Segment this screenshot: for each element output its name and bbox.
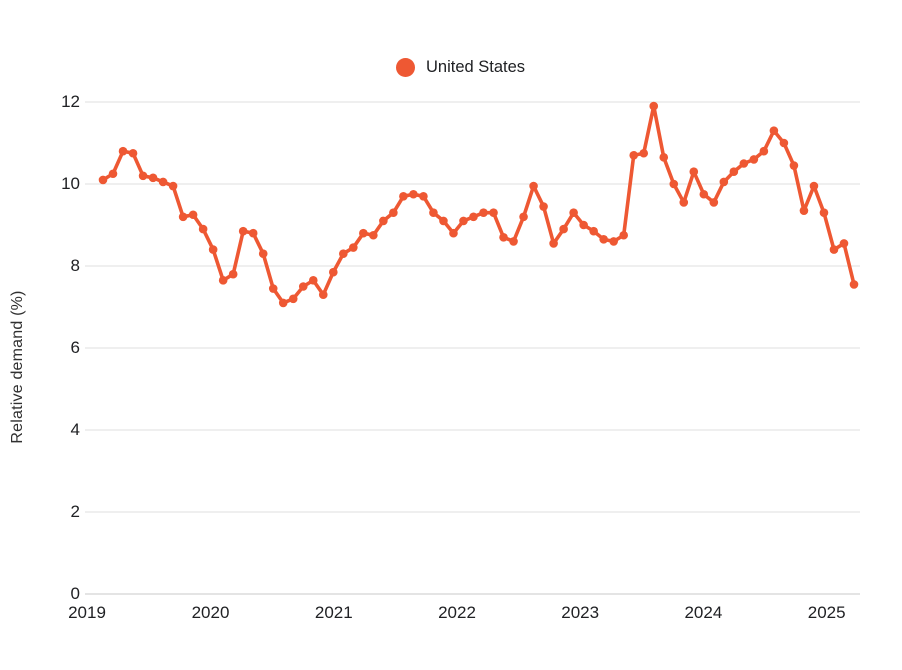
data-point[interactable] <box>489 208 498 217</box>
data-point[interactable] <box>238 226 248 236</box>
data-point[interactable] <box>288 294 298 304</box>
data-point[interactable] <box>719 177 729 187</box>
data-point[interactable] <box>609 237 618 246</box>
data-point[interactable] <box>679 198 689 207</box>
data-point[interactable] <box>278 298 288 308</box>
data-point[interactable] <box>138 171 148 181</box>
data-point[interactable] <box>619 230 628 240</box>
data-point[interactable] <box>108 169 118 179</box>
data-point[interactable] <box>389 208 398 217</box>
data-point[interactable] <box>148 173 158 183</box>
legend: United States <box>396 58 525 77</box>
gridlines <box>85 101 860 595</box>
data-point[interactable] <box>579 220 588 230</box>
y-tick-label: 12 <box>61 92 80 111</box>
data-point[interactable] <box>519 212 528 222</box>
data-point[interactable] <box>399 192 408 201</box>
data-point[interactable] <box>559 224 568 234</box>
data-point[interactable] <box>379 216 388 226</box>
data-point[interactable] <box>198 224 208 234</box>
data-point[interactable] <box>629 151 639 160</box>
data-point[interactable] <box>329 267 338 277</box>
data-point[interactable] <box>168 181 178 191</box>
data-point[interactable] <box>589 226 598 236</box>
x-tick-label: 2024 <box>684 603 723 622</box>
data-point[interactable] <box>369 230 378 240</box>
data-point[interactable] <box>268 284 278 293</box>
x-tick-label: 2019 <box>68 603 106 622</box>
data-point[interactable] <box>789 161 799 170</box>
data-point[interactable] <box>469 212 478 222</box>
data-point[interactable] <box>449 228 458 238</box>
data-point[interactable] <box>419 192 428 201</box>
data-point[interactable] <box>318 290 328 300</box>
data-point[interactable] <box>699 189 709 199</box>
data-point[interactable] <box>479 208 488 217</box>
data-point[interactable] <box>839 239 849 248</box>
y-axis-title: Relative demand (%) <box>9 290 26 444</box>
x-tick-label: 2020 <box>191 603 230 622</box>
data-point[interactable] <box>529 181 538 191</box>
data-point[interactable] <box>188 210 198 220</box>
data-point[interactable] <box>539 202 548 211</box>
data-point[interactable] <box>128 148 138 158</box>
data-point[interactable] <box>769 126 779 135</box>
x-tick-label: 2025 <box>807 603 846 622</box>
data-point[interactable] <box>178 212 188 222</box>
legend-label: United States <box>426 58 526 76</box>
y-tick-label: 8 <box>70 256 80 275</box>
data-point[interactable] <box>659 153 669 162</box>
data-point[interactable] <box>248 228 258 238</box>
data-point[interactable] <box>599 235 608 244</box>
y-tick-label: 4 <box>70 420 80 439</box>
legend-marker-icon <box>396 58 415 77</box>
data-point[interactable] <box>639 148 649 158</box>
x-tick-label: 2022 <box>438 603 476 622</box>
data-point[interactable] <box>228 269 238 279</box>
data-point[interactable] <box>499 233 508 242</box>
x-tick-label: 2021 <box>314 603 353 622</box>
data-point[interactable] <box>258 249 268 258</box>
data-point[interactable] <box>829 245 839 254</box>
x-tick-label: 2023 <box>561 603 600 622</box>
data-point[interactable] <box>649 101 659 111</box>
data-point[interactable] <box>739 159 749 168</box>
data-point[interactable] <box>819 208 829 217</box>
data-point[interactable] <box>779 138 789 148</box>
y-tick-label: 6 <box>70 338 80 357</box>
data-point[interactable] <box>569 208 578 217</box>
data-point[interactable] <box>118 146 128 156</box>
data-point[interactable] <box>359 228 368 238</box>
data-point[interactable] <box>849 280 859 289</box>
data-point[interactable] <box>799 206 809 215</box>
data-point[interactable] <box>429 208 438 217</box>
series-united-states[interactable] <box>98 101 859 308</box>
data-point[interactable] <box>759 146 769 156</box>
data-point[interactable] <box>709 198 719 207</box>
data-point[interactable] <box>298 282 308 291</box>
data-point[interactable] <box>208 245 218 254</box>
data-point[interactable] <box>439 216 448 226</box>
data-point[interactable] <box>809 181 819 191</box>
data-point[interactable] <box>98 175 108 185</box>
data-point[interactable] <box>729 167 739 176</box>
data-point[interactable] <box>509 237 518 246</box>
data-point[interactable] <box>549 239 558 248</box>
data-point[interactable] <box>689 167 699 176</box>
data-point[interactable] <box>308 276 318 285</box>
data-point[interactable] <box>218 276 228 285</box>
trend-line <box>101 104 856 305</box>
y-tick-label: 2 <box>70 502 80 521</box>
data-point[interactable] <box>339 249 348 258</box>
data-point[interactable] <box>409 189 418 199</box>
data-point[interactable] <box>669 179 679 189</box>
y-tick-label: 10 <box>61 174 80 193</box>
y-tick-label: 0 <box>70 584 80 603</box>
data-point[interactable] <box>158 177 168 187</box>
data-point[interactable] <box>749 155 759 164</box>
data-point[interactable] <box>459 216 468 226</box>
data-point[interactable] <box>349 243 358 252</box>
